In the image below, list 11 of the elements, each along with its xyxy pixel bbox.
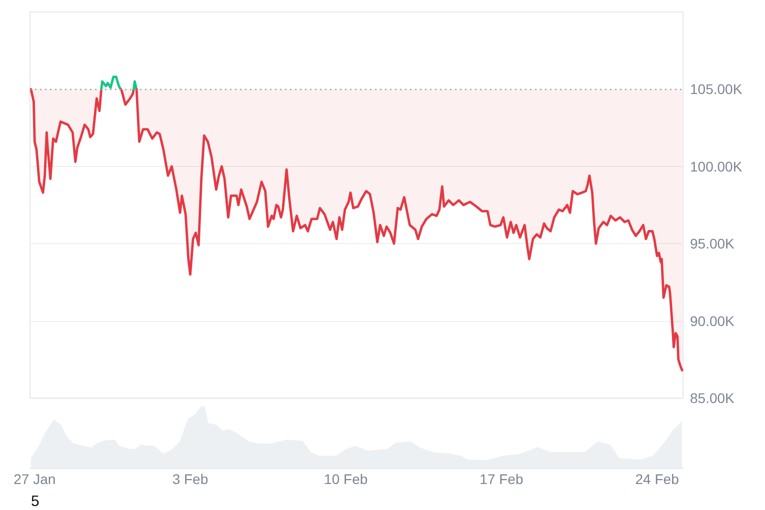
x-tick-label: 27 Jan bbox=[14, 471, 56, 487]
x-tick-label: 24 Feb bbox=[635, 471, 680, 487]
y-tick-label: 90.00K bbox=[690, 312, 736, 329]
y-tick-label: 100.00K bbox=[690, 158, 743, 174]
y-tick-label: 95.00K bbox=[690, 236, 736, 252]
x-tick-label: 3 Feb bbox=[172, 471, 208, 487]
y-tick-label: 105.00K bbox=[690, 81, 743, 98]
text: 5 bbox=[31, 493, 40, 510]
y-tick-label: 85.00K bbox=[690, 390, 736, 406]
x-tick-label: 10 Feb bbox=[324, 471, 368, 487]
x-tick-label: 17 Feb bbox=[480, 471, 524, 487]
